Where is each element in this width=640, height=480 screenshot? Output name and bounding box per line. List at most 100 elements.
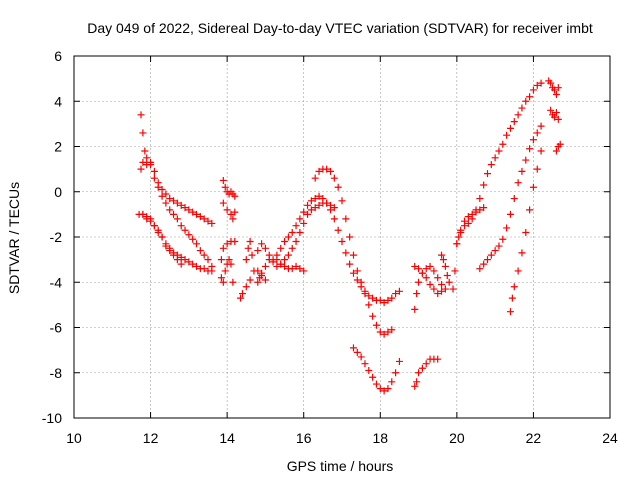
data-point (503, 131, 511, 139)
data-point (181, 256, 189, 264)
data-point (380, 387, 388, 395)
data-point (438, 251, 446, 259)
data-point (223, 240, 231, 248)
series-arc-4 (139, 210, 185, 268)
data-point (556, 140, 564, 148)
data-point (434, 290, 442, 298)
data-point (170, 210, 178, 218)
ticks (73, 55, 611, 419)
data-point (334, 183, 342, 191)
data-point (369, 312, 377, 320)
data-point (526, 93, 534, 101)
data-point (384, 385, 392, 393)
data-point (173, 215, 181, 223)
data-point (529, 183, 537, 191)
data-point (185, 231, 193, 239)
data-point (219, 176, 227, 184)
series-arc-10 (242, 238, 256, 264)
data-point (300, 267, 308, 275)
data-point (261, 276, 269, 284)
data-point (384, 328, 392, 336)
data-point (225, 256, 233, 264)
data-point (518, 104, 526, 112)
data-point (522, 228, 530, 236)
data-point (143, 154, 151, 162)
data-point (147, 217, 155, 225)
data-point (173, 256, 181, 264)
data-point (177, 222, 185, 230)
data-point (219, 244, 227, 252)
data-point (307, 197, 315, 205)
data-point (200, 251, 208, 259)
data-point (244, 244, 252, 252)
data-point (415, 369, 423, 377)
data-point (508, 294, 516, 302)
x-tick-label: 16 (296, 430, 312, 446)
data-point (189, 260, 197, 268)
y-axis-label: SDTVAR / TECUs (6, 182, 22, 294)
data-point (281, 262, 289, 270)
data-point (170, 197, 178, 205)
data-point (254, 267, 262, 275)
data-point (311, 204, 319, 212)
data-point (365, 292, 373, 300)
data-point (554, 84, 562, 92)
data-point (288, 265, 296, 273)
data-point (487, 251, 495, 259)
data-point (300, 219, 308, 227)
data-point (248, 251, 256, 259)
data-point (139, 158, 147, 166)
data-point (529, 136, 537, 144)
data-point (311, 174, 319, 182)
series-arc-14 (273, 256, 308, 275)
data-point (189, 208, 197, 216)
data-point (499, 140, 507, 148)
data-point (273, 262, 281, 270)
data-point (196, 247, 204, 255)
data-point (269, 258, 277, 266)
data-point (342, 249, 350, 257)
series-arc-5 (219, 176, 239, 200)
data-point (552, 90, 560, 98)
data-point (221, 183, 229, 191)
data-point (411, 262, 419, 270)
data-point (296, 265, 304, 273)
data-point (349, 251, 357, 259)
data-point (550, 113, 558, 121)
data-point (380, 330, 388, 338)
series-arc-15 (311, 165, 396, 338)
data-point (139, 129, 147, 137)
data-point (219, 199, 227, 207)
data-point (426, 262, 434, 270)
data-point (455, 233, 463, 241)
data-point (229, 278, 237, 286)
data-point (361, 290, 369, 298)
data-point (189, 235, 197, 243)
x-axis-label: GPS time / hours (287, 458, 394, 474)
data-point (514, 179, 522, 187)
data-point (506, 308, 514, 316)
data-point (365, 366, 373, 374)
data-point (476, 206, 484, 214)
data-point (487, 161, 495, 169)
data-point (254, 278, 262, 286)
data-point (162, 242, 170, 250)
data-point (480, 204, 488, 212)
data-point (204, 256, 212, 264)
data-point (472, 208, 480, 216)
data-point (552, 109, 560, 117)
series-arc-6 (219, 199, 239, 223)
data-point (480, 181, 488, 189)
data-point (334, 226, 342, 234)
data-point (193, 240, 201, 248)
data-point (464, 219, 472, 227)
data-point (196, 213, 204, 221)
data-point (258, 271, 266, 279)
data-point (217, 256, 225, 264)
data-point (376, 296, 384, 304)
data-point (365, 301, 373, 309)
data-point (411, 382, 419, 390)
data-point (388, 294, 396, 302)
data-point (150, 174, 158, 182)
data-point (223, 206, 231, 214)
